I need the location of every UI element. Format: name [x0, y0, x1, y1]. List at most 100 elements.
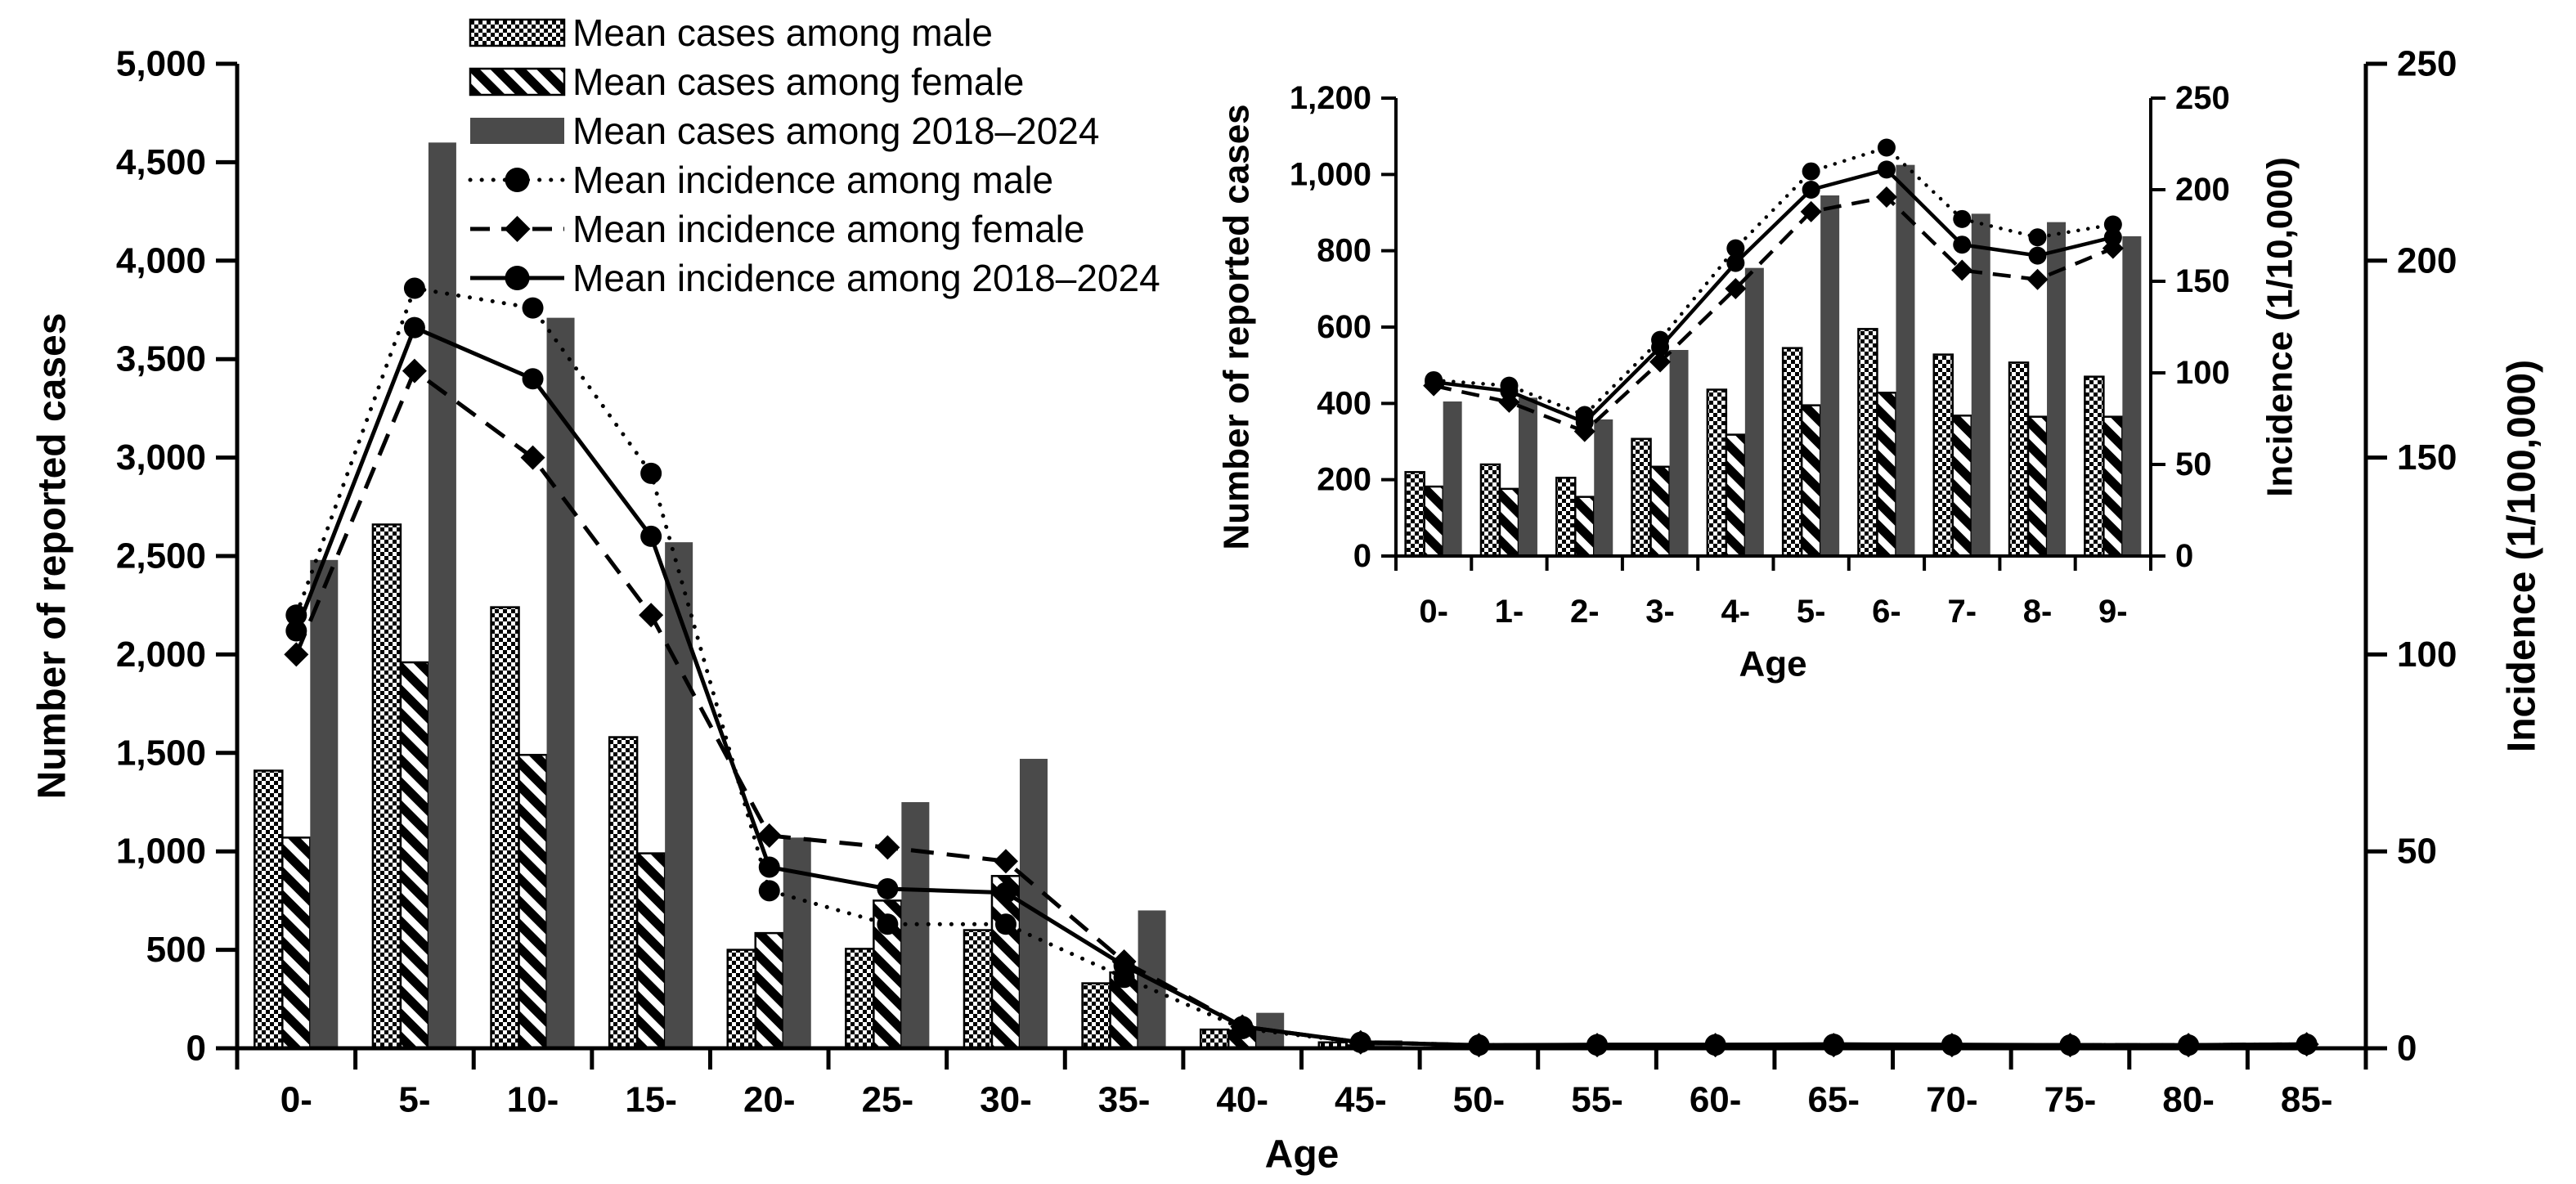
inset-right-axis-title: Incidence (1/10,000) [2260, 157, 2300, 497]
main-left-tick-2500: 2,500 [116, 536, 206, 576]
main-bar-male-15- [608, 736, 639, 1050]
inset-bar-male-9- [2084, 375, 2105, 558]
inset-marker-female-5- [1800, 200, 1822, 222]
inset-x-tick-9-: 9- [2098, 594, 2128, 630]
main-left-tick-5000: 5,000 [116, 44, 206, 84]
main-bar-total-10- [546, 317, 575, 1049]
main-right-tick-150: 150 [2397, 437, 2457, 478]
inset-bar-male-7- [1932, 353, 1954, 558]
main-marker-male-20- [758, 880, 780, 902]
main-bar-female-10- [518, 753, 548, 1050]
main-marker-total-75- [2059, 1034, 2081, 1056]
main-marker-total-10- [522, 368, 544, 390]
inset-marker-male-4- [1726, 239, 1745, 258]
main-bar-male-0- [254, 769, 284, 1050]
inset-marker-total-7- [1953, 235, 1972, 254]
legend-label-incidence-male: Mean incidence among male [572, 159, 1053, 201]
main-x-tick-60-: 60- [1690, 1080, 1742, 1120]
inset-bar-male-3- [1631, 437, 1652, 558]
legend: Mean cases among male Mean cases among fe… [468, 11, 1160, 299]
inset-left-tick-1000: 1,000 [1290, 156, 1371, 192]
inset-bar-male-6- [1857, 328, 1878, 558]
main-right-tick-200: 200 [2397, 240, 2457, 280]
main-left-tick-3500: 3,500 [116, 339, 206, 379]
inset-left-tick-400: 400 [1317, 385, 1371, 421]
inset-bar-total-8- [2047, 222, 2067, 556]
inset-bar-male-0- [1404, 471, 1425, 558]
main-bar-male-20- [726, 949, 756, 1050]
main-right-tick-250: 250 [2397, 44, 2457, 84]
legend-label-cases-total: Mean cases among 2018–2024 [572, 110, 1099, 152]
inset-bar-female-9- [2103, 415, 2124, 558]
inset-bar-female-1- [1498, 487, 1520, 558]
main-marker-total-35- [1113, 954, 1135, 976]
main-marker-female-10- [520, 445, 545, 470]
inset-bar-male-8- [2008, 361, 2030, 558]
inset-line-male [1431, 145, 2116, 418]
inset-bar-female-8- [2026, 415, 2049, 558]
main-bar-male-10- [490, 606, 520, 1050]
inset-x-tick-5-: 5- [1797, 594, 1826, 630]
main-x-tick-5-: 5- [398, 1080, 430, 1120]
inset-right-tick-250: 250 [2175, 80, 2230, 116]
main-x-tick-35-: 35- [1098, 1080, 1151, 1120]
main-bar-female-15- [635, 852, 666, 1050]
main-marker-total-5- [403, 316, 425, 339]
inset-right-tick-100: 100 [2175, 355, 2230, 391]
main-left-tick-4000: 4,000 [116, 240, 206, 280]
inset-marker-female-3- [1649, 351, 1672, 373]
main-marker-total-0- [285, 620, 307, 642]
main-x-axis-title: Age [1265, 1133, 1340, 1177]
inset-marker-female-4- [1725, 277, 1747, 299]
inset-bar-total-9- [2122, 235, 2142, 556]
main-right-axis-title: Incidence (1/100,000) [2501, 360, 2544, 752]
inset-marker-total-4- [1726, 253, 1745, 272]
main-x-tick-65-: 65- [1807, 1080, 1860, 1120]
inset-right-tick-50: 50 [2175, 446, 2212, 482]
main-marker-total-20- [758, 856, 780, 878]
main-marker-male-30- [994, 913, 1016, 935]
main-right-tick-50: 50 [2397, 832, 2437, 872]
main-left-tick-3000: 3,000 [116, 437, 206, 478]
main-marker-total-15- [640, 525, 662, 547]
main-x-tick-50-: 50- [1453, 1080, 1506, 1120]
inset-bar-total-3- [1669, 350, 1689, 556]
inset-line-total [1433, 167, 2114, 425]
inset-marker-female-7- [1951, 259, 1973, 281]
inset-bar-female-0- [1423, 485, 1444, 558]
inset-marker-total-8- [2028, 246, 2047, 265]
main-x-tick-10-: 10- [507, 1080, 559, 1120]
main-marker-total-30- [994, 881, 1016, 904]
legend-label-cases-male: Mean cases among male [572, 11, 993, 54]
inset-marker-total-1- [1500, 382, 1519, 401]
main-x-tick-40-: 40- [1216, 1080, 1268, 1120]
inset-bar-total-2- [1594, 419, 1613, 556]
main-x-tick-75-: 75- [2044, 1080, 2097, 1120]
legend-circle-marker [505, 266, 530, 290]
legend-swatch-cases-total [470, 118, 564, 144]
inset-bar-total-0- [1443, 401, 1462, 556]
inset-x-tick-3-: 3- [1645, 594, 1675, 630]
inset-line-female [1433, 195, 2114, 434]
inset-x-tick-7-: 7- [1947, 594, 1977, 630]
main-right-tick-0: 0 [2397, 1029, 2417, 1069]
main-marker-male-25- [877, 913, 899, 935]
inset-left-tick-1200: 1,200 [1290, 80, 1371, 116]
main-left-tick-1000: 1,000 [116, 832, 206, 872]
inset-bar-total-1- [1518, 397, 1537, 556]
inset-marker-total-6- [1877, 160, 1896, 179]
main-marker-male-10- [522, 297, 544, 319]
main-x-tick-70-: 70- [1926, 1080, 1978, 1120]
legend-circle-marker [505, 168, 530, 192]
inset-left-tick-0: 0 [1353, 538, 1371, 574]
inset-left-axis-title: Number of reported cases [1217, 104, 1257, 549]
inset-bar-male-1- [1479, 463, 1501, 558]
main-chart: 05001,0001,5002,0002,5003,0003,5004,0004… [31, 44, 2544, 1177]
main-bar-total-15- [665, 542, 693, 1048]
inset-x-tick-0-: 0- [1419, 594, 1448, 630]
main-left-tick-500: 500 [146, 930, 206, 970]
inset-right-tick-200: 200 [2175, 172, 2230, 208]
inset-chart: 0 200 400 600 800 1,000 1,200 0 50 100 150 200 250 0-… [1217, 80, 2300, 684]
inset-marker-total-9- [2103, 228, 2122, 247]
legend-label-incidence-total: Mean incidence among 2018–2024 [572, 257, 1160, 299]
